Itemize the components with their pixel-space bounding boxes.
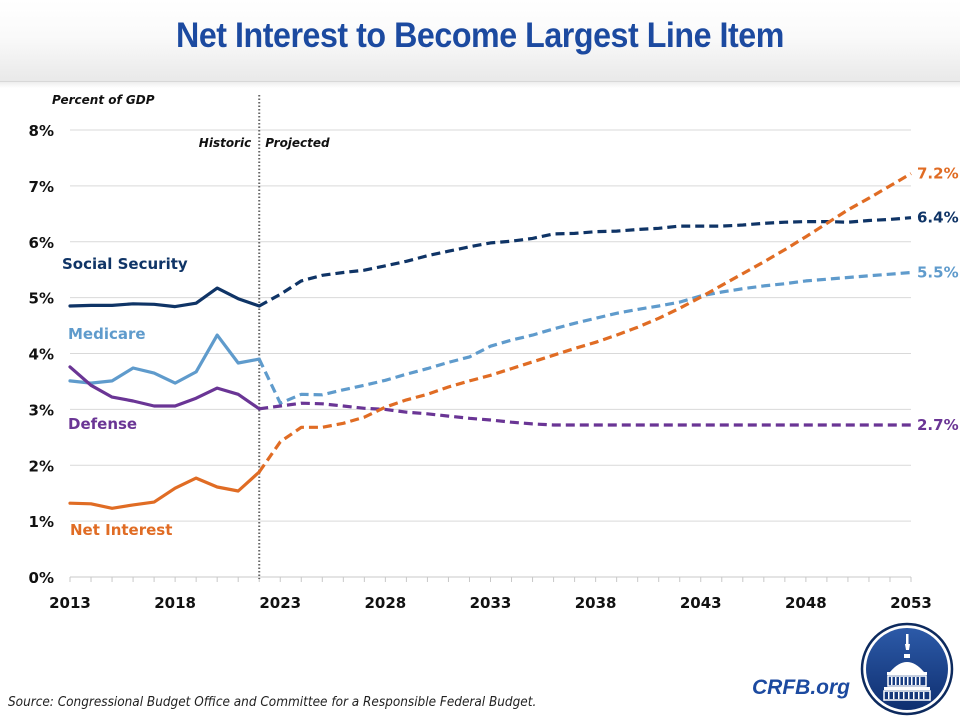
social-security-label: Social Security [62,255,188,273]
net-interest-label: Net Interest [70,521,172,539]
series-lines [68,172,912,510]
title-banner: Net Interest to Become Largest Line Item [0,0,960,82]
x-tick-label: 2013 [49,594,91,612]
x-tick-label: 2043 [680,594,722,612]
defense-end-value: 2.7% [917,416,959,434]
y-axis: 0% 1% 2% 3% 4% 5% 6% 7% 8% Percent of GDP [29,93,155,587]
crfb-link[interactable]: CRFB.org [752,676,850,699]
y-tick-label: 8% [29,122,54,140]
medicare-end-value: 5.5% [917,263,959,281]
social-security-historic-line [68,286,261,309]
medicare-label: Medicare [68,325,146,343]
x-tick-label: 2023 [259,594,301,612]
historic-label: Historic [199,136,251,150]
net-interest-projected-line [257,172,912,473]
y-axis-title: Percent of GDP [52,93,155,107]
defense-projected-line [258,401,911,427]
gridlines [70,129,911,578]
chart-title: Net Interest to Become Largest Line Item [176,16,784,55]
defense-label: Defense [68,415,137,433]
y-tick-label: 1% [29,513,54,531]
x-tick-label: 2028 [365,594,407,612]
x-tick-label: 2018 [154,594,196,612]
x-tick-label: 2038 [575,594,617,612]
medicare-historic-line [68,333,261,385]
medicare-projected-line [257,270,912,405]
defense-historic-line [68,365,261,411]
y-tick-label: 6% [29,234,54,252]
x-tick-label: 2048 [785,594,827,612]
social-security-projected-line [258,216,912,308]
y-tick-label: 2% [29,457,54,475]
projected-label: Projected [265,136,330,150]
y-tick-label: 4% [29,346,54,364]
x-tick-label: 2033 [470,594,512,612]
banner-shadow [0,82,960,88]
y-tick-label: 7% [29,178,54,196]
net-interest-end-value: 7.2% [917,165,959,183]
x-axis: 2013 2018 2023 2028 2033 2038 2043 2048 2053 [49,577,932,612]
historic-projected-divider: Historic Projected [199,95,330,579]
net-interest-historic-line [68,470,261,510]
capitol-dome-seal-icon [860,622,954,716]
series-labels: Social Security 6.4% Medicare 5.5% Defense 2.… [62,165,959,539]
y-tick-label: 3% [29,401,54,419]
source-note: Source: Congressional Budget Office and … [8,695,537,710]
y-tick-label: 0% [29,569,54,587]
social-security-end-value: 6.4% [917,209,959,227]
y-tick-label: 5% [29,290,54,308]
x-tick-label: 2053 [890,594,932,612]
